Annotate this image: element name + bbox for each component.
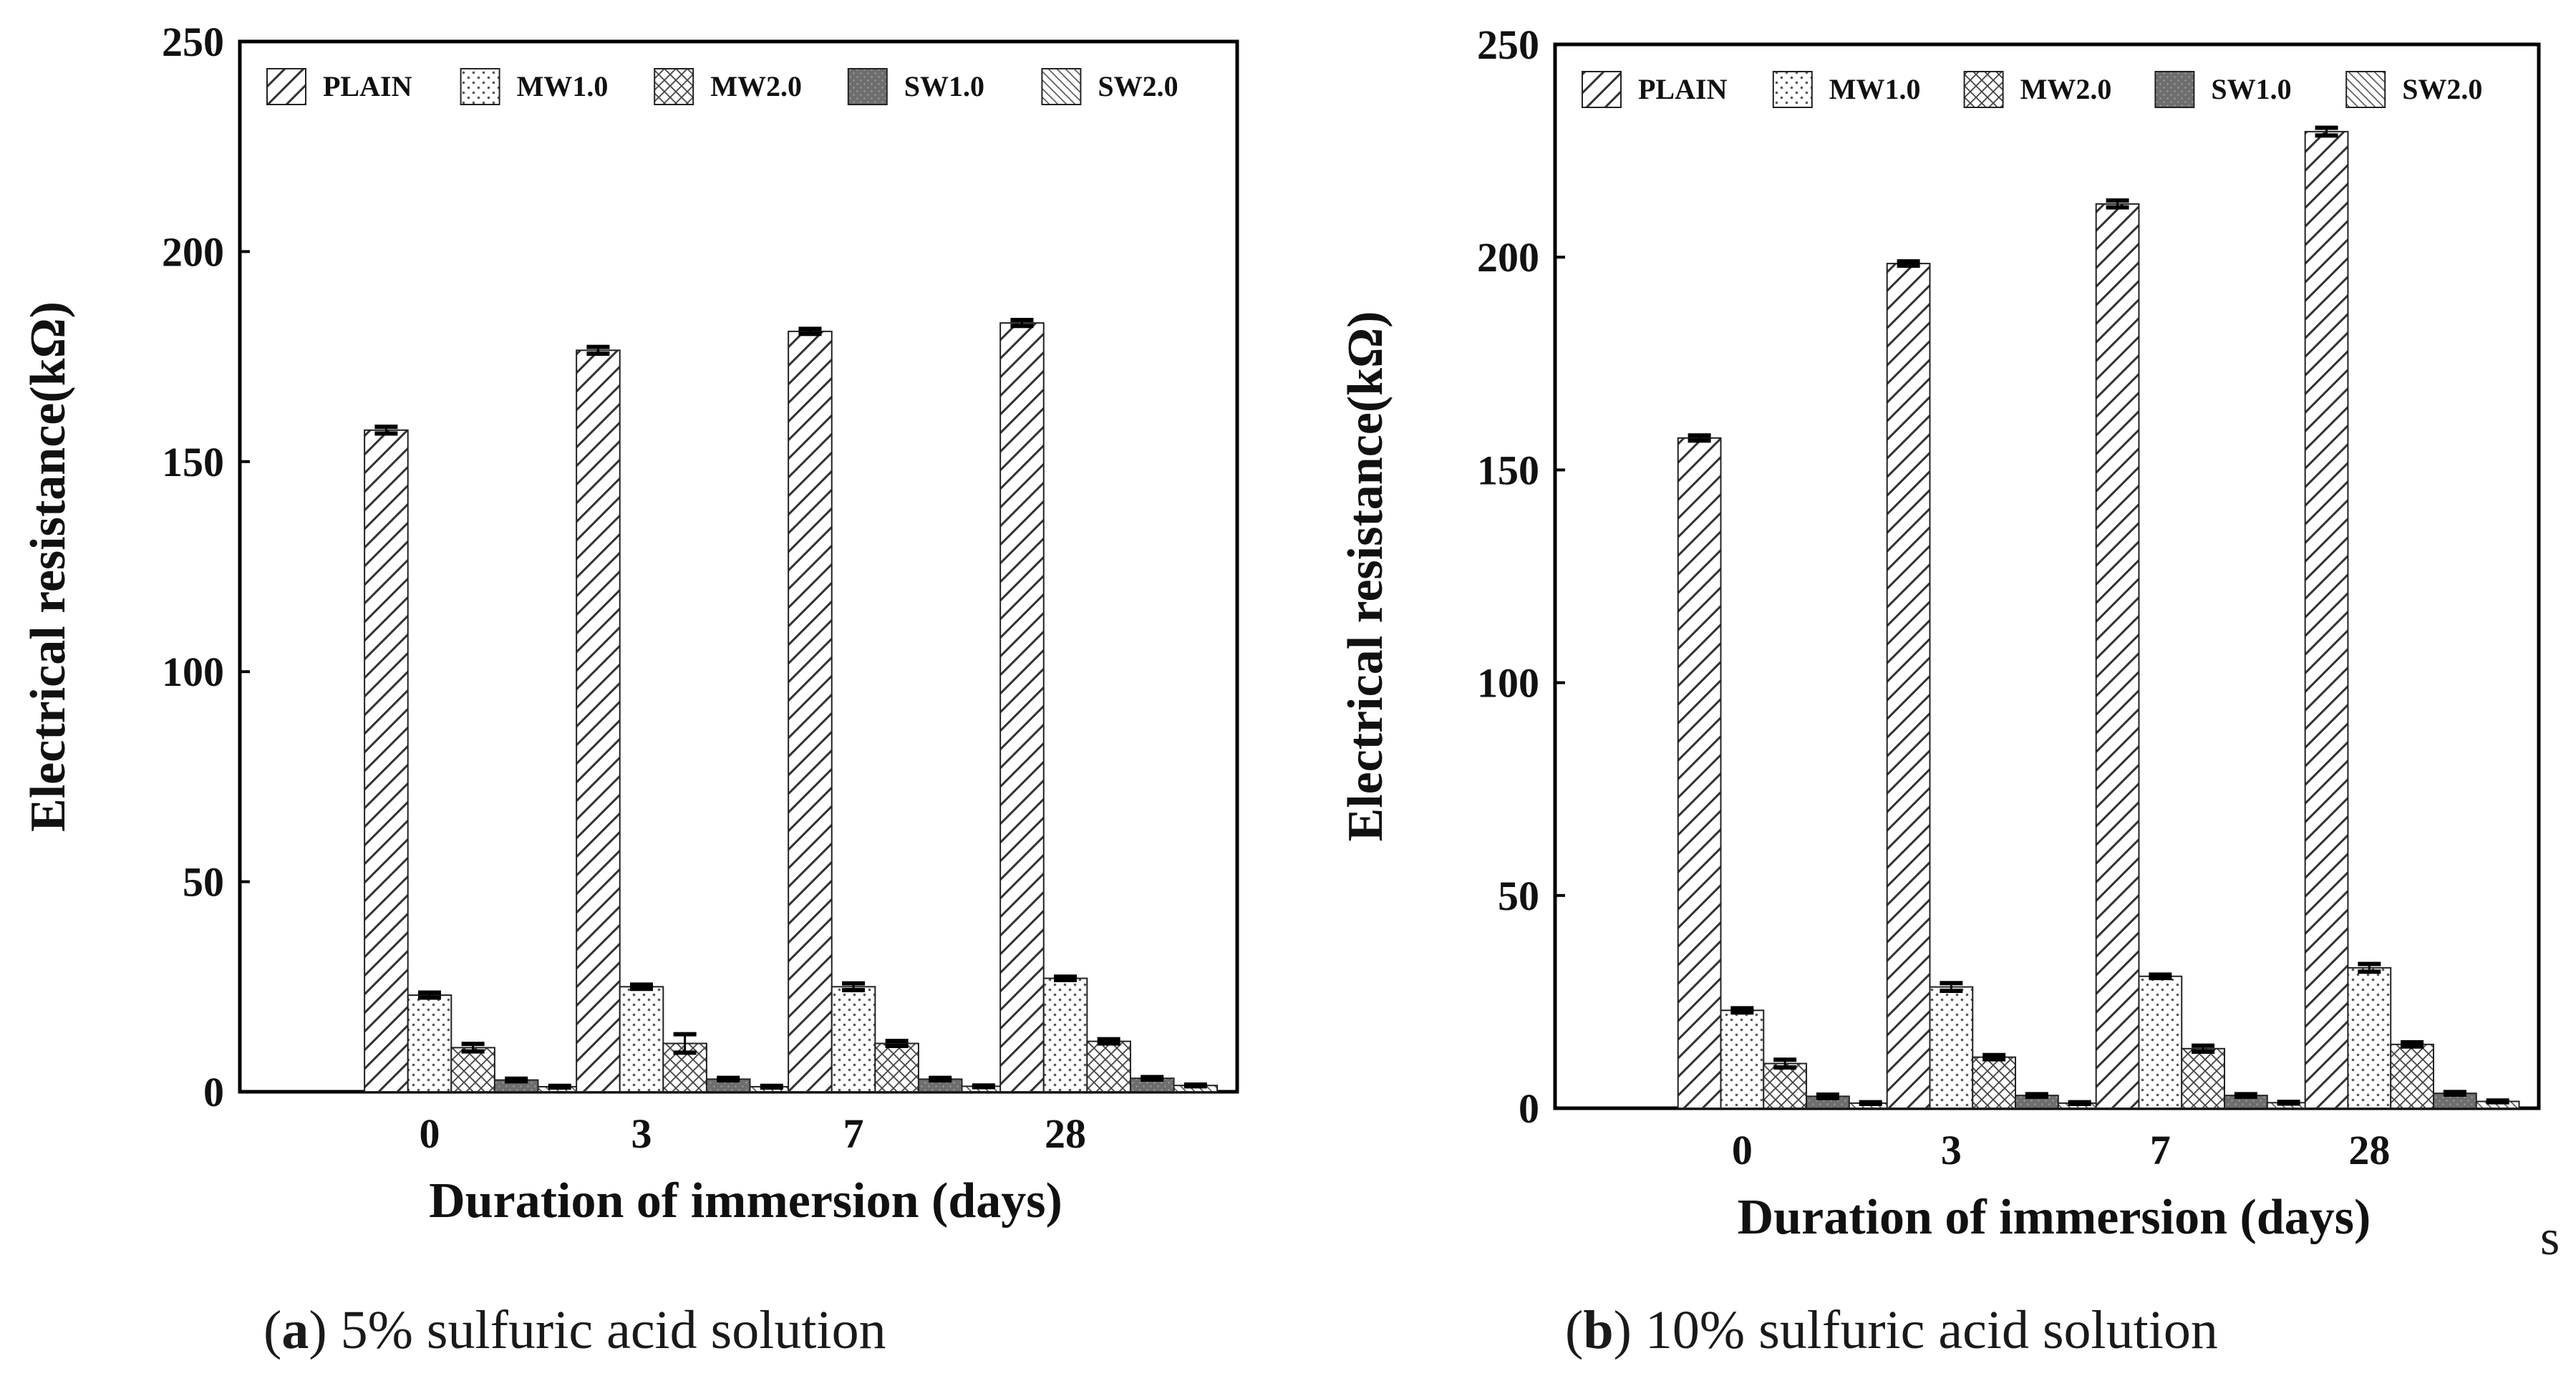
y-tick-label: 100	[1477, 660, 1539, 707]
bar-mw1-0	[1929, 986, 1974, 1109]
x-axis-title: Duration of immersion (days)	[429, 1173, 1062, 1228]
x-axis-title: Duration of immersion (days)	[1738, 1190, 2371, 1245]
legend-swatch-mw1-0	[460, 68, 500, 105]
y-tick-label: 250	[162, 19, 224, 65]
bar-mw1-0	[619, 986, 664, 1093]
bar-mw1-0	[2138, 975, 2183, 1109]
stray-letter: s	[2540, 1211, 2560, 1266]
legend-swatch-mw2-0	[654, 68, 694, 105]
bar-plain	[1677, 437, 1722, 1109]
caption-b-letter: b	[1583, 1300, 1614, 1360]
legend-swatch-sw1-0	[847, 68, 888, 105]
y-tick-label: 200	[1477, 234, 1539, 281]
bar-mw1-0	[831, 986, 876, 1093]
caption-a-text: 5% sulfuric acid solution	[340, 1300, 886, 1360]
y-tick-label: 150	[1477, 447, 1539, 493]
x-tick-label: 7	[2150, 1127, 2171, 1173]
bar-mw2-0	[1763, 1062, 1808, 1110]
x-tick-label: 3	[1941, 1127, 1962, 1173]
x-tick-label: 28	[2348, 1127, 2390, 1173]
x-tick-label: 28	[1045, 1110, 1086, 1157]
bar-plain	[788, 330, 833, 1093]
caption-b: (b) 10% sulfuric acid solution	[1565, 1300, 2218, 1360]
legend-label-mw1-0: MW1.0	[1829, 73, 1921, 105]
y-tick-label: 250	[1477, 21, 1539, 68]
legend-swatch-sw2-0	[1041, 68, 1082, 105]
y-tick-label: 0	[203, 1069, 224, 1115]
legend-swatch-plain	[1582, 71, 1622, 108]
x-tick-label: 7	[843, 1110, 864, 1157]
bar-mw1-0	[2347, 966, 2392, 1110]
y-tick-label: 50	[183, 859, 224, 906]
legend-label-mw1-0: MW1.0	[517, 70, 609, 102]
legend-label-sw2-0: SW2.0	[2402, 73, 2482, 105]
legend-swatch-sw1-0	[2154, 71, 2195, 108]
legend-label-plain: PLAIN	[323, 70, 412, 102]
bar-mw2-0	[874, 1042, 919, 1092]
x-tick-label: 0	[1732, 1127, 1753, 1173]
bar-plain	[2304, 130, 2349, 1109]
bar-mw2-0	[1972, 1056, 2017, 1109]
x-tick-label: 0	[420, 1110, 440, 1157]
caption-b-text: 10% sulfuric acid solution	[1645, 1300, 2218, 1360]
legend-label-mw2-0: MW2.0	[2020, 73, 2112, 105]
y-tick-label: 50	[1498, 873, 1539, 919]
y-tick-label: 200	[162, 228, 224, 275]
legend-swatch-mw1-0	[1772, 71, 1813, 108]
bar-mw1-0	[1720, 1009, 1765, 1109]
bar-mw2-0	[2181, 1047, 2226, 1110]
legend-swatch-mw2-0	[1963, 71, 2004, 108]
bar-plain	[2095, 203, 2140, 1109]
bar-plain	[999, 322, 1045, 1092]
bar-mw1-0	[407, 994, 452, 1093]
y-axis-title: Electrical resistance(kΩ)	[21, 301, 76, 832]
legend-swatch-plain	[266, 68, 306, 105]
legend-label-mw2-0: MW2.0	[710, 70, 802, 102]
y-axis-title: Electrical resistance(kΩ)	[1338, 311, 1393, 842]
y-tick-label: 100	[162, 649, 224, 695]
bar-mw2-0	[662, 1042, 707, 1092]
y-tick-label: 0	[1519, 1085, 1539, 1132]
legend-label-plain: PLAIN	[1638, 73, 1728, 105]
x-tick-label: 3	[631, 1110, 652, 1157]
chart-panel-a: 0 50 100 150 200 250 0 3 7 28 Duration of immersio…	[21, 19, 1239, 1228]
bar-mw1-0	[1042, 977, 1088, 1092]
chart-panel-b: 0 50 100 150 200 250 0 3 7 28 Duration of immersio…	[1338, 21, 2541, 1245]
caption-a-letter: a	[281, 1300, 309, 1360]
legend-swatch-sw2-0	[2345, 71, 2386, 108]
bar-plain	[576, 349, 621, 1093]
legend-label-sw1-0: SW1.0	[904, 70, 984, 102]
bar-mw2-0	[2390, 1043, 2434, 1109]
y-tick-label: 150	[162, 439, 224, 485]
bar-plain	[1886, 263, 1931, 1110]
bar-mw2-0	[450, 1047, 495, 1092]
legend-label-sw2-0: SW2.0	[1098, 70, 1178, 102]
bar-plain	[364, 429, 409, 1092]
caption-a: (a) 5% sulfuric acid solution	[263, 1300, 886, 1360]
legend-label-sw1-0: SW1.0	[2211, 73, 2291, 105]
bar-mw2-0	[1086, 1040, 1131, 1092]
